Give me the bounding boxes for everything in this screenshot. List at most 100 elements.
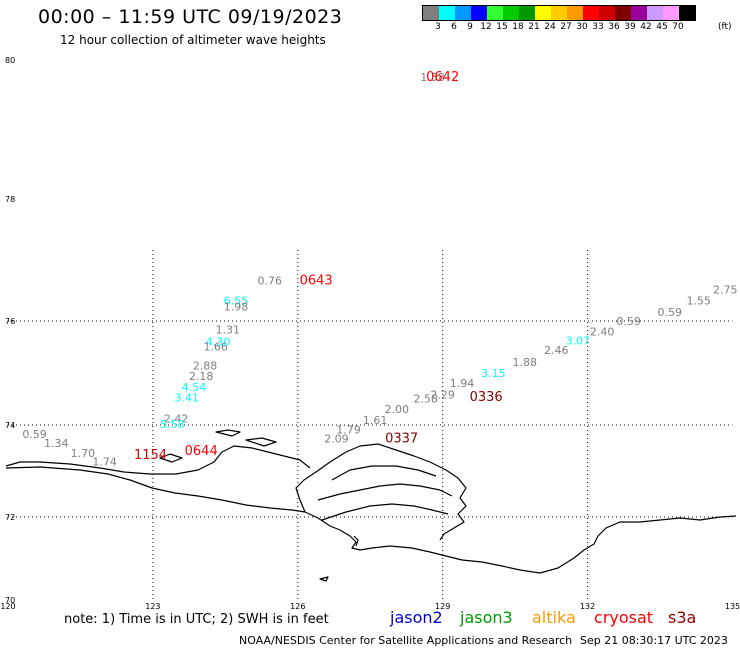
- legend-swatch: [583, 6, 599, 20]
- wave-height-value: 1.70: [71, 447, 96, 460]
- wave-height-value: 2.42: [164, 412, 189, 425]
- satellite-name-jason3: jason3: [460, 608, 513, 627]
- wave-height-value: 1.61: [363, 414, 388, 427]
- wave-height-value: 4.54: [182, 381, 207, 394]
- generated-timestamp: Sep 21 08:30:17 UTC 2023: [580, 634, 728, 647]
- legend-tick-label: 30: [576, 22, 588, 32]
- wave-height-value: 3.15: [481, 367, 506, 380]
- wave-height-value: 2.09: [324, 432, 349, 445]
- island-small-3: [159, 453, 183, 463]
- legend-tick-label: 33: [592, 22, 604, 32]
- lon-label: 120: [0, 602, 15, 611]
- wave-height-values: 1.58 0.76 6.551.98 1.314.301.66 2.882.184.54…: [22, 71, 737, 469]
- wave-height-value: 3.07: [566, 334, 591, 347]
- legend-swatch: [599, 6, 615, 20]
- legend-tick-label: 3: [435, 22, 441, 32]
- credit-text: NOAA/NESDIS Center for Satellite Applica…: [239, 634, 573, 647]
- legend-tick-label: 39: [624, 22, 636, 32]
- wave-height-value: 1.31: [216, 323, 241, 336]
- wave-height-value: 2.58: [414, 393, 439, 406]
- island-small-5: [353, 535, 359, 547]
- wave-height-value: 1.98: [224, 301, 249, 314]
- wave-height-value: 0.59: [616, 315, 641, 328]
- pass-time-label: 0336: [470, 390, 503, 405]
- legend-swatch: [615, 6, 631, 20]
- legend-tick-label: 18: [512, 22, 524, 32]
- lat-label: 80: [5, 56, 15, 65]
- wave-height-value: 1.74: [92, 455, 117, 468]
- coastline: [5, 429, 737, 582]
- wave-height-value: 0.59: [657, 306, 682, 319]
- wave-height-value: 2.88: [193, 359, 218, 372]
- legend-unit-label: (ft): [718, 22, 732, 32]
- lat-label: 70: [5, 596, 15, 605]
- wave-height-value: 1.66: [203, 341, 228, 354]
- wave-height-value: 1.58: [420, 71, 445, 84]
- map-subtitle: 12 hour collection of altimeter wave hei…: [60, 33, 326, 47]
- wave-height-value: 2.75: [713, 284, 738, 297]
- legend-tick-label: 21: [528, 22, 540, 32]
- legend-tick-label: 45: [656, 22, 668, 32]
- pass-time-label: 1154: [134, 448, 167, 463]
- pass-time-label: 0642: [426, 70, 459, 85]
- legend-swatch: [535, 6, 551, 20]
- wave-height-value: 5.58: [160, 418, 185, 431]
- wave-height-value: 2.18: [189, 370, 214, 383]
- legend-tick-label: 42: [640, 22, 652, 32]
- island-small-2: [245, 437, 277, 447]
- legend-swatch: [631, 6, 647, 20]
- wave-height-value: 2.40: [590, 326, 615, 339]
- legend-swatch: [503, 6, 519, 20]
- legend-swatch: [455, 6, 471, 20]
- legend-tick-label: 70: [672, 22, 684, 32]
- wave-height-value: 1.55: [686, 295, 711, 308]
- legend-swatch: [423, 6, 439, 20]
- pass-time-label: 0644: [185, 444, 218, 459]
- wave-height-value: 6.55: [224, 295, 249, 308]
- legend-swatch: [679, 6, 695, 20]
- color-scale-legend: [422, 5, 696, 21]
- legend-swatch: [647, 6, 663, 20]
- legend-tick-label: 36: [608, 22, 620, 32]
- pass-time-label: 0337: [385, 431, 418, 446]
- footer-note: note: 1) Time is in UTC; 2) SWH is in fe…: [64, 612, 329, 627]
- wave-height-value: 3.41: [174, 392, 199, 405]
- lon-label: 126: [290, 602, 305, 611]
- wave-height-value: 2.00: [385, 403, 410, 416]
- map-title: 00:00 – 11:59 UTC 09/19/2023: [38, 6, 343, 28]
- legend-swatch: [567, 6, 583, 20]
- wave-height-value: 1.79: [336, 423, 361, 436]
- legend-swatch: [471, 6, 487, 20]
- legend-swatch: [487, 6, 503, 20]
- legend-tick-label: 6: [451, 22, 457, 32]
- lat-label: 78: [5, 195, 15, 204]
- pass-time-label: 0643: [300, 273, 333, 288]
- wave-height-value: 4.30: [206, 335, 231, 348]
- wave-height-value: 0.76: [258, 274, 283, 287]
- wave-height-value: 1.34: [44, 437, 69, 450]
- coastline-channel-1: [317, 483, 453, 501]
- lon-label: 123: [145, 602, 160, 611]
- legend-tick-label: 12: [480, 22, 492, 32]
- legend-tick-label: 27: [560, 22, 572, 32]
- satellite-name-cryosat: cryosat: [594, 608, 654, 627]
- island-small-1: [215, 429, 241, 437]
- legend-tick-label: 15: [496, 22, 508, 32]
- coastline-channel-3: [331, 465, 437, 481]
- lat-lon-grid: [8, 250, 733, 600]
- lon-label: 135: [725, 602, 740, 611]
- wave-height-value: 1.94: [450, 377, 475, 390]
- wave-height-value: 2.29: [430, 388, 455, 401]
- legend-swatch: [663, 6, 679, 20]
- lon-label: 132: [580, 602, 595, 611]
- legend-swatch: [519, 6, 535, 20]
- satellite-name-altika: altika: [532, 608, 576, 627]
- legend-tick-label: 9: [467, 22, 473, 32]
- wave-height-value: 2.46: [544, 344, 569, 357]
- lat-label: 74: [5, 421, 15, 430]
- lon-label: 129: [435, 602, 450, 611]
- wave-height-value: 0.59: [22, 428, 47, 441]
